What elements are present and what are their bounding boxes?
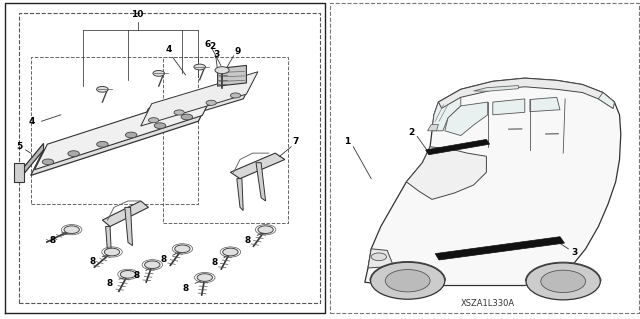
Polygon shape <box>22 144 44 175</box>
Text: 8: 8 <box>106 279 113 288</box>
Polygon shape <box>102 201 148 226</box>
Circle shape <box>125 132 137 138</box>
Circle shape <box>230 93 241 98</box>
Polygon shape <box>16 169 22 179</box>
Polygon shape <box>237 179 243 211</box>
Circle shape <box>215 67 229 74</box>
Circle shape <box>145 261 160 269</box>
Circle shape <box>385 270 430 292</box>
Circle shape <box>206 100 216 105</box>
Polygon shape <box>530 97 560 112</box>
Text: 8: 8 <box>182 284 189 293</box>
Polygon shape <box>598 93 614 108</box>
Polygon shape <box>14 163 24 182</box>
Text: 8: 8 <box>211 258 218 267</box>
Polygon shape <box>438 78 614 108</box>
Text: 4: 4 <box>29 117 35 126</box>
Polygon shape <box>230 153 285 179</box>
Text: 1: 1 <box>344 137 351 146</box>
Polygon shape <box>432 97 461 131</box>
Polygon shape <box>141 72 258 126</box>
Polygon shape <box>493 99 525 115</box>
Polygon shape <box>445 102 488 136</box>
Polygon shape <box>365 78 621 286</box>
Circle shape <box>64 226 79 234</box>
Polygon shape <box>426 139 490 155</box>
Circle shape <box>526 263 600 300</box>
Polygon shape <box>428 124 438 131</box>
Text: 3: 3 <box>571 248 577 256</box>
Circle shape <box>153 70 164 76</box>
Circle shape <box>258 226 273 234</box>
Circle shape <box>148 118 159 123</box>
Circle shape <box>175 245 190 253</box>
Circle shape <box>120 271 136 278</box>
Circle shape <box>42 159 54 165</box>
Polygon shape <box>138 77 255 131</box>
Text: 5: 5 <box>16 142 22 151</box>
Polygon shape <box>256 163 266 201</box>
Polygon shape <box>125 207 132 246</box>
Polygon shape <box>368 249 394 268</box>
Text: 4: 4 <box>165 45 172 54</box>
Text: 8: 8 <box>244 236 251 245</box>
Circle shape <box>97 86 108 92</box>
Circle shape <box>104 248 120 256</box>
Circle shape <box>154 123 166 129</box>
Circle shape <box>174 110 184 115</box>
Polygon shape <box>218 65 246 86</box>
Polygon shape <box>106 226 111 255</box>
Polygon shape <box>22 144 44 175</box>
Circle shape <box>194 64 205 70</box>
Circle shape <box>371 253 387 261</box>
Circle shape <box>68 151 79 157</box>
Text: 8: 8 <box>133 271 140 280</box>
Text: 3: 3 <box>213 50 220 59</box>
Text: 2: 2 <box>408 128 414 137</box>
Text: 8: 8 <box>50 236 56 245</box>
Text: 8: 8 <box>90 257 96 266</box>
Polygon shape <box>406 147 486 199</box>
Text: 7: 7 <box>292 137 299 146</box>
Polygon shape <box>474 85 518 91</box>
Polygon shape <box>435 237 564 260</box>
Circle shape <box>197 274 212 281</box>
Circle shape <box>541 270 586 293</box>
Polygon shape <box>31 96 211 175</box>
Polygon shape <box>35 90 215 170</box>
Text: 2: 2 <box>209 42 216 51</box>
Circle shape <box>223 248 238 256</box>
Circle shape <box>181 114 193 120</box>
Circle shape <box>97 141 108 147</box>
Circle shape <box>371 262 445 299</box>
Text: 6: 6 <box>205 40 211 49</box>
Text: 10: 10 <box>131 10 144 19</box>
Text: XSZA1L330A: XSZA1L330A <box>461 299 515 308</box>
Text: 8: 8 <box>160 256 166 264</box>
Text: 9: 9 <box>235 47 241 56</box>
